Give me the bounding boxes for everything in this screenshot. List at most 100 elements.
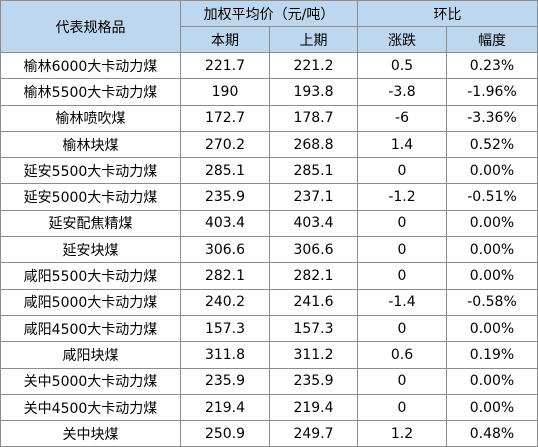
table-row: 延安5500大卡动力煤 285.1 285.1 0 0.00% xyxy=(0,157,538,185)
cell-change: -1.4 xyxy=(357,288,447,316)
cell-current: 311.8 xyxy=(180,341,270,369)
cell-current: 172.7 xyxy=(180,104,270,132)
cell-pct: 0.48% xyxy=(446,420,538,447)
cell-pct: 0.00% xyxy=(446,209,538,238)
cell-change: 1.4 xyxy=(357,130,447,159)
cell-current: 190 xyxy=(180,78,270,106)
cell-name: 咸阳5000大卡动力煤 xyxy=(0,288,181,316)
cell-pct: 0.00% xyxy=(446,367,538,395)
cell-previous: 311.2 xyxy=(269,341,358,369)
table-row: 延安块煤 306.6 306.6 0 0.00% xyxy=(0,236,538,264)
cell-pct: 0.19% xyxy=(446,341,538,369)
table-row: 关中块煤 250.9 249.7 1.2 0.48% xyxy=(0,420,538,447)
cell-change: -3.8 xyxy=(357,78,447,106)
cell-current: 250.9 xyxy=(180,420,270,447)
header-name-column: 代表规格品 xyxy=(0,0,181,53)
cell-current: 235.9 xyxy=(180,367,270,395)
cell-change: -1.2 xyxy=(357,183,447,211)
header-price-group: 加权平均价（元/吨） xyxy=(180,0,358,27)
cell-current: 240.2 xyxy=(180,288,270,316)
cell-previous: 403.4 xyxy=(269,209,358,238)
cell-current: 270.2 xyxy=(180,130,270,159)
cell-change: -6 xyxy=(357,104,447,132)
table-row: 榆林5500大卡动力煤 190 193.8 -3.8 -1.96% xyxy=(0,78,538,106)
cell-pct: 0.00% xyxy=(446,262,538,290)
cell-name: 榆林块煤 xyxy=(0,130,181,159)
table-row: 榆林块煤 270.2 268.8 1.4 0.52% xyxy=(0,130,538,159)
cell-pct: 0.00% xyxy=(446,393,538,422)
cell-current: 157.3 xyxy=(180,314,270,343)
cell-current: 282.1 xyxy=(180,262,270,290)
cell-change: 0 xyxy=(357,209,447,238)
table-row: 延安配焦精煤 403.4 403.4 0 0.00% xyxy=(0,209,538,238)
table-row: 延安5000大卡动力煤 235.9 237.1 -1.2 -0.51% xyxy=(0,183,538,211)
cell-pct: 0.23% xyxy=(446,51,538,80)
header-change: 涨跌 xyxy=(357,26,447,53)
cell-previous: 178.7 xyxy=(269,104,358,132)
cell-change: 0 xyxy=(357,236,447,264)
header-current: 本期 xyxy=(180,26,270,53)
cell-previous: 268.8 xyxy=(269,130,358,159)
cell-change: 0 xyxy=(357,262,447,290)
cell-previous: 306.6 xyxy=(269,236,358,264)
table-row: 榆林6000大卡动力煤 221.7 221.2 0.5 0.23% xyxy=(0,51,538,80)
cell-change: 0 xyxy=(357,393,447,422)
cell-pct: 0.00% xyxy=(446,236,538,264)
cell-name: 咸阳5500大卡动力煤 xyxy=(0,262,181,290)
cell-change: 0 xyxy=(357,314,447,343)
cell-name: 延安5500大卡动力煤 xyxy=(0,157,181,185)
cell-name: 关中5000大卡动力煤 xyxy=(0,367,181,395)
cell-previous: 235.9 xyxy=(269,367,358,395)
cell-pct: -0.58% xyxy=(446,288,538,316)
cell-previous: 249.7 xyxy=(269,420,358,447)
cell-name: 榆林6000大卡动力煤 xyxy=(0,51,181,80)
cell-previous: 219.4 xyxy=(269,393,358,422)
table-row: 榆林喷吹煤 172.7 178.7 -6 -3.36% xyxy=(0,104,538,132)
header-previous: 上期 xyxy=(269,26,358,53)
cell-previous: 221.2 xyxy=(269,51,358,80)
cell-current: 221.7 xyxy=(180,51,270,80)
cell-pct: 0.00% xyxy=(446,157,538,185)
cell-current: 235.9 xyxy=(180,183,270,211)
cell-current: 403.4 xyxy=(180,209,270,238)
cell-current: 306.6 xyxy=(180,236,270,264)
table-row: 咸阳块煤 311.8 311.2 0.6 0.19% xyxy=(0,341,538,369)
cell-change: 0 xyxy=(357,367,447,395)
cell-previous: 285.1 xyxy=(269,157,358,185)
cell-name: 咸阳4500大卡动力煤 xyxy=(0,314,181,343)
table-body: 榆林6000大卡动力煤 221.7 221.2 0.5 0.23% 榆林5500大卡动力煤… xyxy=(0,51,538,447)
cell-change: 0.5 xyxy=(357,51,447,80)
table-row: 关中4500大卡动力煤 219.4 219.4 0 0.00% xyxy=(0,393,538,422)
table-row: 咸阳4500大卡动力煤 157.3 157.3 0 0.00% xyxy=(0,314,538,343)
table-row: 咸阳5500大卡动力煤 282.1 282.1 0 0.00% xyxy=(0,262,538,290)
cell-previous: 282.1 xyxy=(269,262,358,290)
cell-previous: 237.1 xyxy=(269,183,358,211)
cell-pct: 0.52% xyxy=(446,130,538,159)
cell-change: 0 xyxy=(357,157,447,185)
cell-pct: -3.36% xyxy=(446,104,538,132)
table-row: 咸阳5000大卡动力煤 240.2 241.6 -1.4 -0.58% xyxy=(0,288,538,316)
cell-name: 榆林5500大卡动力煤 xyxy=(0,78,181,106)
cell-current: 219.4 xyxy=(180,393,270,422)
cell-name: 延安5000大卡动力煤 xyxy=(0,183,181,211)
cell-name: 榆林喷吹煤 xyxy=(0,104,181,132)
table-row: 关中5000大卡动力煤 235.9 235.9 0 0.00% xyxy=(0,367,538,395)
cell-previous: 193.8 xyxy=(269,78,358,106)
table-header: 代表规格品 加权平均价（元/吨） 环比 本期 上期 涨跌 幅度 xyxy=(0,0,538,53)
cell-name: 关中块煤 xyxy=(0,420,181,447)
cell-pct: -1.96% xyxy=(446,78,538,106)
cell-pct: 0.00% xyxy=(446,314,538,343)
cell-name: 延安配焦精煤 xyxy=(0,209,181,238)
cell-name: 延安块煤 xyxy=(0,236,181,264)
cell-pct: -0.51% xyxy=(446,183,538,211)
cell-previous: 157.3 xyxy=(269,314,358,343)
header-pct: 幅度 xyxy=(446,26,538,53)
cell-change: 1.2 xyxy=(357,420,447,447)
cell-change: 0.6 xyxy=(357,341,447,369)
cell-name: 关中4500大卡动力煤 xyxy=(0,393,181,422)
header-change-group: 环比 xyxy=(357,0,538,27)
cell-previous: 241.6 xyxy=(269,288,358,316)
cell-current: 285.1 xyxy=(180,157,270,185)
cell-name: 咸阳块煤 xyxy=(0,341,181,369)
